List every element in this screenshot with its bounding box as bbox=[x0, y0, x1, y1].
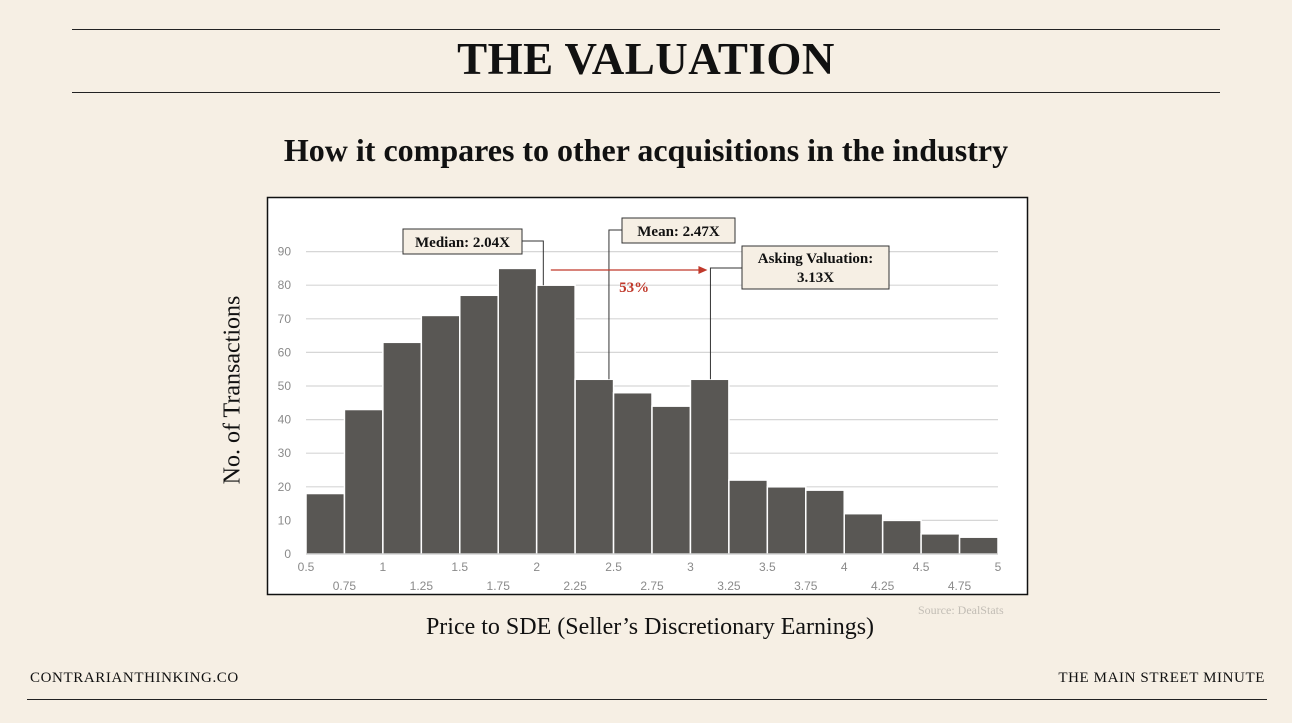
y-tick-label: 80 bbox=[278, 278, 292, 292]
callout-leader-line bbox=[709, 267, 742, 380]
histogram-bar bbox=[612, 391, 653, 555]
y-tick-label: 0 bbox=[284, 547, 291, 561]
histogram-bar bbox=[574, 378, 615, 555]
x-tick-label-minor: 1.25 bbox=[410, 579, 434, 593]
x-tick-label: 4 bbox=[841, 560, 848, 574]
x-tick-label-minor: 3.75 bbox=[794, 579, 818, 593]
histogram-bar bbox=[805, 489, 845, 555]
y-tick-label: 40 bbox=[278, 413, 292, 427]
x-tick-label: 1.5 bbox=[451, 560, 468, 574]
title-underline bbox=[72, 92, 1220, 93]
histogram-bar bbox=[535, 284, 576, 555]
histogram-bar bbox=[459, 294, 499, 555]
y-tick-label: 90 bbox=[278, 245, 292, 259]
y-tick-label: 30 bbox=[278, 446, 292, 460]
x-tick-label: 5 bbox=[995, 560, 1002, 574]
footer-site-link[interactable]: CONTRARIANTHINKING.CO bbox=[30, 670, 239, 686]
x-tick-label: 4.5 bbox=[913, 560, 930, 574]
x-tick-label-minor: 0.75 bbox=[333, 579, 357, 593]
x-tick-label: 1 bbox=[380, 560, 387, 574]
callout-label: Median: 2.04X bbox=[415, 235, 510, 251]
x-tick-label-minor: 1.75 bbox=[487, 579, 511, 593]
percent-difference-label: 53% bbox=[619, 280, 649, 296]
callout-value: 3.13X bbox=[797, 270, 834, 286]
histogram-bar bbox=[497, 267, 538, 555]
histogram-bar bbox=[343, 408, 384, 555]
chart-subtitle: How it compares to other acquisitions in… bbox=[283, 132, 1009, 168]
x-tick-label-minor: 2.75 bbox=[640, 579, 664, 593]
x-tick-label-minor: 2.25 bbox=[563, 579, 587, 593]
x-tick-label: 3.5 bbox=[759, 560, 776, 574]
footer-newsletter-name: THE MAIN STREET MINUTE bbox=[1058, 670, 1265, 686]
callout-box bbox=[741, 245, 890, 290]
histogram-bar bbox=[689, 378, 730, 555]
histogram-bar bbox=[728, 479, 769, 555]
callout-leader-line bbox=[522, 240, 544, 286]
histogram-bar bbox=[881, 519, 922, 555]
callout-leader-line bbox=[608, 229, 622, 380]
histogram-bar bbox=[420, 314, 461, 555]
callout-label: Asking Valuation: bbox=[758, 251, 873, 267]
histogram-bar bbox=[766, 486, 807, 555]
page-title: THE VALUATION bbox=[457, 34, 835, 84]
histogram-bar bbox=[843, 512, 884, 555]
histogram-bar bbox=[958, 536, 999, 555]
y-axis-label: No. of Transactions bbox=[219, 295, 246, 485]
callout-label: Mean: 2.47X bbox=[637, 224, 720, 240]
histogram-bar bbox=[382, 341, 423, 555]
x-tick-label: 2.5 bbox=[605, 560, 622, 574]
callout-box bbox=[621, 217, 736, 244]
x-tick-label-minor: 3.25 bbox=[717, 579, 741, 593]
histogram-bar bbox=[920, 533, 961, 555]
y-tick-label: 70 bbox=[278, 312, 292, 326]
top-rule bbox=[72, 29, 1220, 30]
x-tick-label: 0.5 bbox=[298, 560, 315, 574]
y-tick-label: 50 bbox=[278, 379, 292, 393]
y-tick-label: 10 bbox=[278, 513, 292, 527]
histogram-bar bbox=[305, 492, 346, 555]
y-tick-label: 20 bbox=[278, 480, 292, 494]
y-tick-label: 60 bbox=[278, 345, 292, 359]
x-axis-label: Price to SDE (Seller’s Discretionary Ear… bbox=[425, 614, 875, 640]
x-tick-label: 2 bbox=[533, 560, 540, 574]
x-tick-label-minor: 4.75 bbox=[948, 579, 972, 593]
x-tick-label: 3 bbox=[687, 560, 694, 574]
callout-box bbox=[402, 228, 523, 255]
footer-rule bbox=[27, 699, 1267, 700]
source-note: Source: DealStats bbox=[918, 603, 1004, 617]
x-tick-label-minor: 4.25 bbox=[871, 579, 895, 593]
comparison-arrow-head bbox=[698, 266, 708, 274]
histogram-bar bbox=[651, 405, 692, 555]
